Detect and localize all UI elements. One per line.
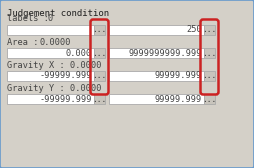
FancyBboxPatch shape [7, 71, 94, 81]
Text: 0.000: 0.000 [66, 49, 92, 57]
FancyBboxPatch shape [7, 48, 94, 58]
FancyBboxPatch shape [7, 25, 94, 35]
FancyBboxPatch shape [109, 71, 204, 81]
Text: ...: ... [202, 72, 217, 80]
Text: 9999999999.999: 9999999999.999 [129, 49, 202, 57]
FancyBboxPatch shape [204, 94, 215, 104]
FancyBboxPatch shape [109, 25, 204, 35]
FancyBboxPatch shape [94, 48, 105, 58]
FancyBboxPatch shape [204, 71, 215, 81]
Text: -99999.999: -99999.999 [40, 94, 92, 103]
Text: 0.0000: 0.0000 [40, 38, 71, 47]
Text: 250: 250 [186, 26, 202, 34]
Text: ...: ... [202, 26, 217, 34]
FancyBboxPatch shape [109, 94, 204, 104]
Text: 0: 0 [47, 14, 52, 23]
FancyBboxPatch shape [204, 48, 215, 58]
Text: labels :: labels : [7, 14, 49, 23]
Text: -99999.999: -99999.999 [40, 72, 92, 80]
Text: Area :: Area : [7, 38, 39, 47]
FancyBboxPatch shape [7, 94, 94, 104]
Text: ...: ... [202, 94, 217, 103]
FancyBboxPatch shape [94, 25, 105, 35]
Text: ...: ... [202, 49, 217, 57]
FancyBboxPatch shape [94, 94, 105, 104]
Text: Gravity X : 0.0000: Gravity X : 0.0000 [7, 61, 102, 70]
Text: ...: ... [92, 72, 107, 80]
Text: ...: ... [92, 49, 107, 57]
Text: 99999.999: 99999.999 [155, 94, 202, 103]
Text: ...: ... [92, 26, 107, 34]
Text: 99999.999: 99999.999 [155, 72, 202, 80]
Text: Gravity Y : 0.0000: Gravity Y : 0.0000 [7, 84, 102, 93]
Text: Judgement condition: Judgement condition [7, 9, 109, 18]
FancyBboxPatch shape [204, 25, 215, 35]
FancyBboxPatch shape [109, 48, 204, 58]
Text: ...: ... [92, 94, 107, 103]
FancyBboxPatch shape [94, 71, 105, 81]
